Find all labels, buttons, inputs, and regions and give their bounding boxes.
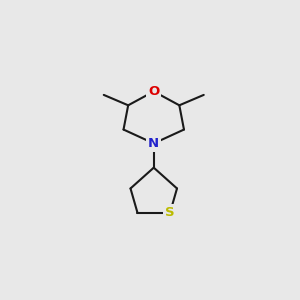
Text: O: O — [148, 85, 159, 98]
Text: S: S — [165, 206, 175, 219]
Text: N: N — [148, 137, 159, 150]
